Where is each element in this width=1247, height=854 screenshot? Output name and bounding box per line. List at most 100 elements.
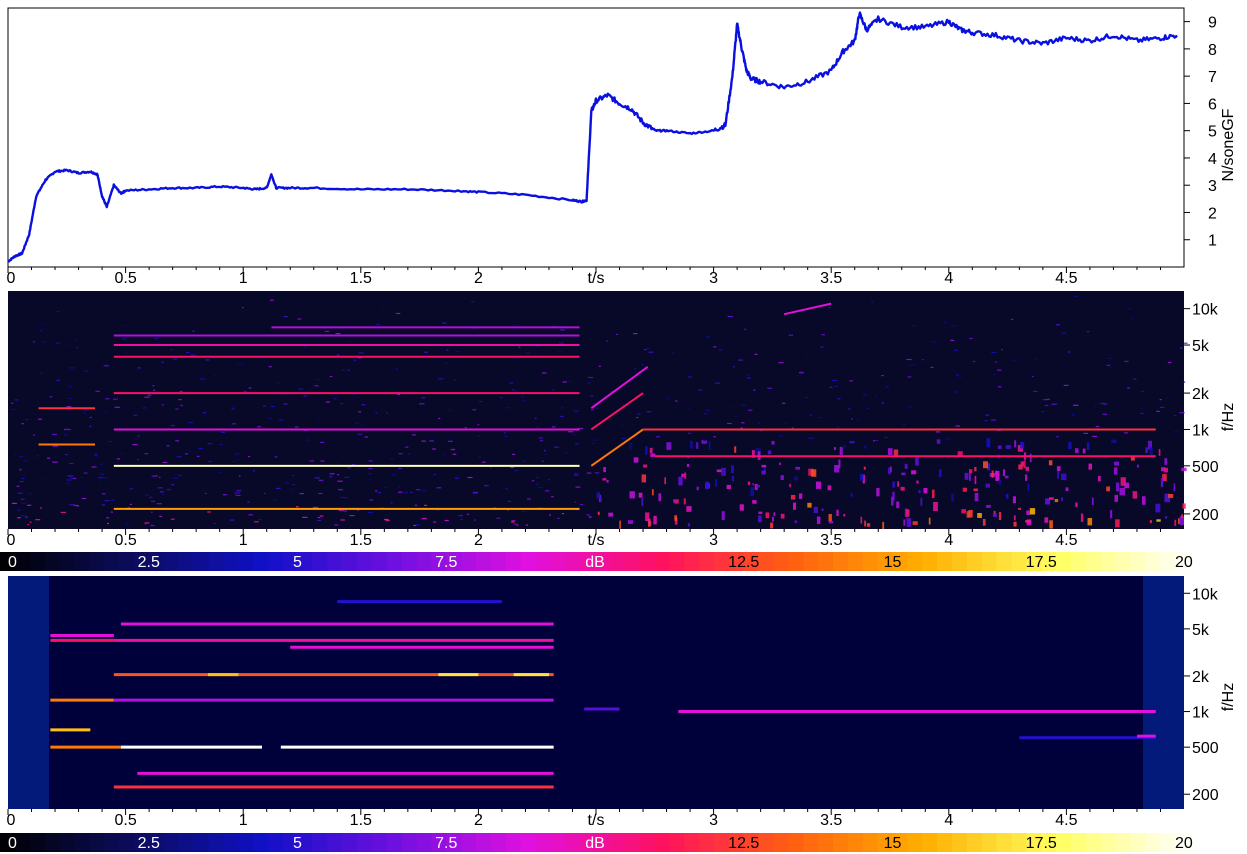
colorbar-swatch <box>133 552 150 571</box>
spectrogram-noise-cell <box>713 346 717 348</box>
spectrogram-noise-cell <box>433 473 436 476</box>
spectrogram-noise-cell <box>759 430 763 432</box>
spectrogram-noise-cell <box>243 390 248 393</box>
colorbar-swatch <box>461 833 477 852</box>
spectrogram-noise-cell <box>638 492 643 498</box>
spectrogram-noise-cell <box>407 453 411 455</box>
spectrogram-noise-cell <box>513 523 517 525</box>
spectrogram-noise-cell <box>586 514 590 516</box>
spectrogram-noise-cell <box>383 301 386 304</box>
spectrogram-noise-cell <box>367 511 373 513</box>
spectrogram-noise-cell <box>998 429 1001 432</box>
spectrogram-noise-cell <box>343 510 348 512</box>
x-tick-label: t/s <box>588 532 605 549</box>
x-tick-label: 0.5 <box>114 270 136 287</box>
spectrogram-noise-cell <box>552 426 556 428</box>
spectrogram-noise-cell <box>172 477 179 479</box>
spectrogram-noise-cell <box>1155 503 1161 513</box>
spectrogram-noise-cell <box>987 463 991 471</box>
spectrogram-noise-cell <box>761 470 766 475</box>
spectrogram-noise-cell <box>450 448 456 451</box>
spectrogram-noise-cell <box>33 434 35 436</box>
spectrogram-noise-cell <box>95 390 100 392</box>
y-tick-label: 9 <box>1208 15 1217 32</box>
spectrogram-noise-cell <box>646 411 651 413</box>
spectrogram-noise-cell <box>296 506 299 508</box>
spectrogram-noise-cell <box>437 348 441 350</box>
colorbar-swatch <box>0 833 16 852</box>
spectrogram-noise-cell <box>37 418 43 420</box>
spectrogram-noise-cell <box>162 461 168 464</box>
spectrogram-noise-cell <box>226 494 229 496</box>
spectrogram-noise-cell <box>1020 461 1024 467</box>
spectrogram-noise-cell <box>154 338 159 340</box>
spectrogram-noise-cell <box>820 346 824 348</box>
colorbar-swatch <box>312 833 328 852</box>
colorbar-swatch <box>684 552 700 571</box>
spectrogram-noise-cell <box>726 484 731 490</box>
spectrogram-noise-cell <box>1142 496 1146 505</box>
spectrogram-noise-cell <box>561 513 565 515</box>
spectrogram-noise-cell <box>17 517 21 519</box>
spectrogram-noise-cell <box>83 472 88 474</box>
spectrogram-noise-cell <box>687 407 690 409</box>
spectrogram-noise-cell <box>636 413 641 415</box>
spectrogram-noise-cell <box>1102 413 1108 415</box>
spectrogram-noise-cell <box>291 474 294 477</box>
spectrogram-noise-cell <box>137 435 140 437</box>
y-tick-label: 6 <box>1208 96 1217 113</box>
spectrogram-noise-cell <box>110 499 115 501</box>
y-tick-label: 10k <box>1192 302 1219 319</box>
spectrogram-noise-cell <box>1174 414 1177 417</box>
colorbar-swatch <box>1071 552 1087 571</box>
spectrogram-noise-cell <box>179 390 183 393</box>
spectrogram-noise-cell <box>674 517 678 525</box>
spectrogram-noise-cell <box>906 509 910 517</box>
spectrogram-noise-cell <box>358 352 365 354</box>
spectrogram-noise-cell <box>1114 494 1118 502</box>
spectrogram-noise-cell <box>574 472 578 474</box>
spectrogram-noise-cell <box>827 307 831 309</box>
spectrogram-noise-cell <box>406 446 408 448</box>
spectrogram-noise-cell <box>818 417 821 419</box>
spectrogram-noise-cell <box>1124 360 1129 362</box>
tonality-tonal-lines <box>50 600 1156 789</box>
spectrogram-noise-cell <box>358 411 362 413</box>
spectrogram-noise-cell <box>340 496 346 499</box>
spectrogram-noise-cell <box>151 475 156 477</box>
spectrogram-noise-cell <box>696 442 699 449</box>
spectrogram-noise-cell <box>292 484 295 486</box>
spectrogram-noise-cell <box>35 432 37 434</box>
x-tick-label: 1 <box>239 270 248 287</box>
colorbar-swatch <box>595 833 611 852</box>
spectrogram-noise-cell <box>338 509 344 511</box>
colorbar-swatch <box>758 552 775 571</box>
spectrogram-noise-cell <box>713 436 716 438</box>
spectrogram-noise-cell <box>1113 467 1118 475</box>
spectrogram-noise-cell <box>369 499 373 501</box>
loudness-chart: 0 0.5 1 1.5 2 t/s 3 3.5 4 4.5 1 2 3 4 5 6 7 8 9 N/soneGF <box>7 7 1237 287</box>
spectrogram-noise-cell <box>674 499 679 504</box>
spectrogram-noise-cell <box>756 485 760 488</box>
spectrogram-noise-cell <box>838 459 841 469</box>
colorbar-swatch <box>966 833 983 852</box>
spectrogram-noise-cell <box>839 446 843 456</box>
colorbar-swatch <box>818 833 834 852</box>
spectrogram-noise-cell <box>653 515 657 525</box>
spectrogram-noise-cell <box>1056 436 1059 438</box>
spectrogram-noise-cell <box>121 453 124 455</box>
spectrogram-noise-cell <box>1095 425 1100 428</box>
spectrogram-noise-cell <box>986 505 991 508</box>
spectrogram-noise-cell <box>866 523 871 527</box>
spectrogram-noise-cell <box>386 412 388 414</box>
colorbar-swatch <box>252 833 269 852</box>
spectrogram-noise-cell <box>690 440 693 449</box>
spectrogram-noise-cell <box>395 312 401 315</box>
colorbar-swatch <box>862 833 879 852</box>
spectrogram-noise-cell <box>798 493 803 499</box>
colorbar-swatch <box>431 552 447 571</box>
spectrogram-noise-cell <box>385 519 390 522</box>
spectrogram-noise-cell <box>687 523 691 527</box>
spectrogram-noise-cell <box>1027 484 1030 491</box>
spectrogram-noise-cell <box>513 324 516 326</box>
